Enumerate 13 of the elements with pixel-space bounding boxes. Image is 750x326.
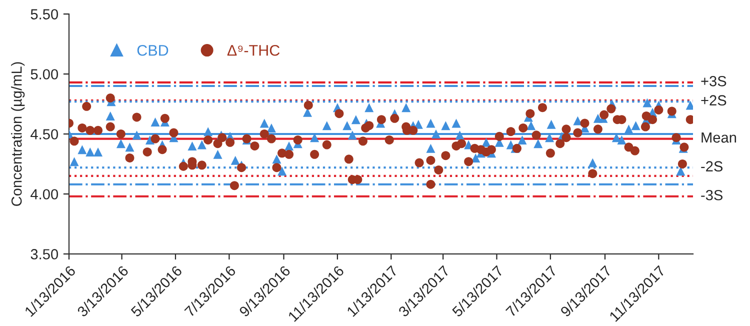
ref-line-label: +3S (701, 76, 726, 86)
ref-line-label: Mean (702, 132, 736, 143)
ref-line-label: -2S (701, 161, 723, 172)
ref-line-label: +2S (701, 95, 726, 106)
y-tick-label: 3.50 (30, 249, 58, 260)
y-tick-label: 4.50 (30, 129, 58, 140)
y-tick-label: 5.50 (30, 9, 58, 20)
y-tick-label: 4.00 (30, 189, 58, 200)
legend-label: Δ⁹-THC (227, 44, 280, 56)
y-axis-title: Concentration (µg/mL) (11, 62, 25, 206)
ref-line-label: -3S (701, 190, 723, 200)
y-tick-label: 5.00 (30, 69, 58, 80)
legend-label: CBD (137, 44, 168, 56)
